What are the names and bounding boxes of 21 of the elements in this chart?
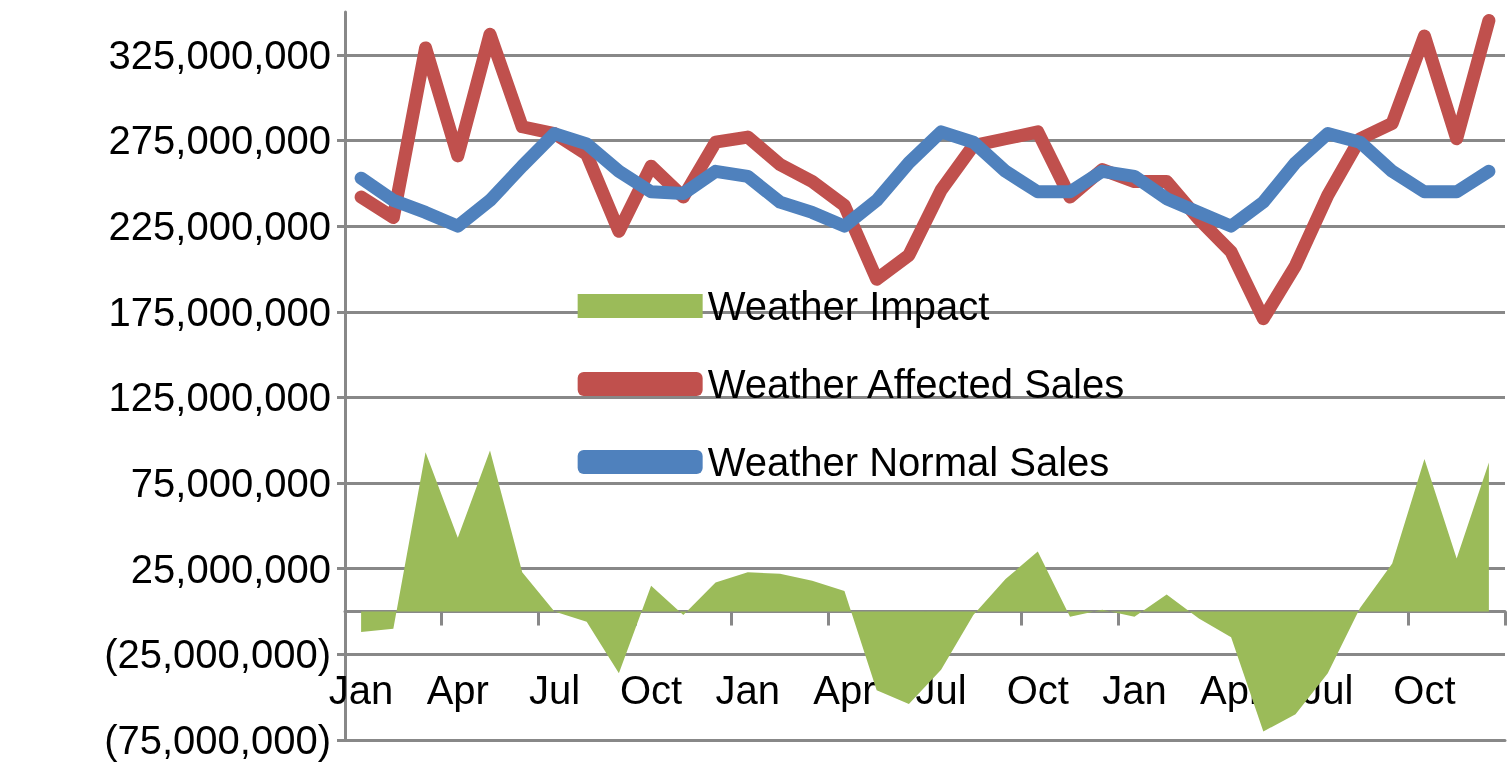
y-tick-label: (25,000,000) — [104, 632, 331, 677]
x-tick-label: Jul — [528, 668, 581, 712]
y-tick-label: 225,000,000 — [108, 204, 331, 249]
x-tick-label: Oct — [619, 668, 683, 712]
y-tick-label: 175,000,000 — [108, 289, 331, 334]
x-tick-label: Jan — [715, 668, 781, 712]
y-tick-label: 25,000,000 — [130, 546, 331, 591]
x-tick-label: Apr — [426, 668, 489, 712]
x-tick-label: Oct — [1006, 668, 1069, 712]
y-tick-label: 275,000,000 — [108, 118, 331, 163]
legend-label: Weather Impact — [707, 284, 990, 328]
y-tick-label: 325,000,000 — [108, 32, 331, 77]
y-tick-label: 125,000,000 — [108, 375, 331, 420]
x-tick-label: Jan — [1102, 668, 1167, 712]
legend-label: Weather Affected Sales — [707, 362, 1125, 406]
y-tick-label: 75,000,000 — [130, 461, 331, 506]
x-tick-label: Oct — [1393, 668, 1456, 712]
legend-label: Weather Normal Sales — [707, 440, 1110, 484]
x-tick-label: Jan — [328, 668, 394, 712]
y-tick-label: (75,000,000) — [104, 718, 331, 762]
x-tick-label: Apr — [813, 668, 876, 712]
